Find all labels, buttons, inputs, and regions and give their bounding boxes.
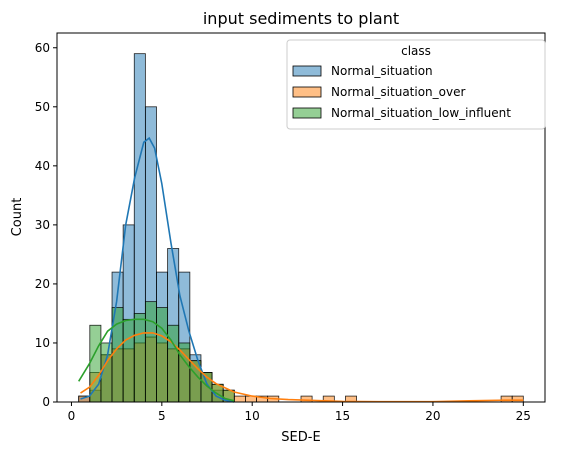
x-axis-ticks: 0 5 10 15 20 25 bbox=[68, 402, 531, 423]
x-tick-label: 25 bbox=[516, 409, 531, 423]
legend-label: Normal_situation_over bbox=[331, 85, 465, 99]
kde-line bbox=[80, 136, 235, 403]
y-tick-label: 40 bbox=[35, 159, 50, 173]
legend-entries: Normal_situation Normal_situation_over Nor… bbox=[292, 64, 511, 120]
hist-bar bbox=[500, 395, 513, 403]
hist-bar bbox=[89, 324, 102, 403]
y-tick-label: 0 bbox=[42, 395, 50, 409]
hist-bar bbox=[511, 395, 524, 403]
legend-swatch bbox=[292, 86, 322, 98]
x-axis-label: SED-E bbox=[281, 430, 320, 445]
hist-bar bbox=[156, 307, 169, 403]
y-tick-label: 60 bbox=[35, 41, 50, 55]
x-tick-label: 10 bbox=[245, 409, 260, 423]
legend-label: Normal_situation_low_influent bbox=[331, 106, 511, 120]
y-tick-label: 20 bbox=[35, 277, 50, 291]
y-axis-ticks: 0 10 20 30 40 50 60 bbox=[35, 41, 57, 409]
legend-box bbox=[286, 39, 546, 130]
hist-bar bbox=[233, 395, 246, 403]
bars-layer bbox=[78, 53, 524, 403]
x-tick-label: 15 bbox=[335, 409, 350, 423]
x-tick-label: 0 bbox=[68, 409, 76, 423]
legend: class Normal_situation Normal_situation_o… bbox=[286, 39, 546, 130]
y-tick-label: 50 bbox=[35, 100, 50, 114]
y-tick-label: 10 bbox=[35, 336, 50, 350]
y-axis-label: Count bbox=[10, 198, 25, 237]
kde-line bbox=[78, 318, 235, 402]
chart-title: input sediments to plant bbox=[203, 9, 399, 28]
hist-bar bbox=[144, 301, 157, 403]
legend-title: class bbox=[401, 44, 431, 58]
hist-bar bbox=[133, 313, 146, 403]
hist-bar bbox=[122, 318, 135, 403]
x-tick-label: 5 bbox=[158, 409, 166, 423]
y-tick-label: 30 bbox=[35, 218, 50, 232]
legend-label: Normal_situation bbox=[331, 64, 433, 78]
plot-frame bbox=[56, 32, 546, 403]
legend-swatch bbox=[292, 107, 322, 119]
hist-bar bbox=[178, 342, 191, 403]
x-tick-label: 20 bbox=[425, 409, 440, 423]
legend-swatch bbox=[292, 65, 322, 77]
